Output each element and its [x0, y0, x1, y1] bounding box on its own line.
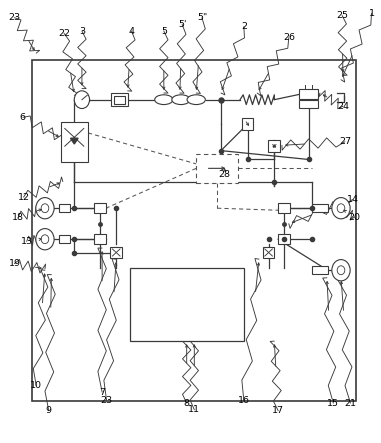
Text: 22: 22	[58, 29, 70, 38]
Bar	[312, 266, 328, 274]
Circle shape	[36, 229, 54, 250]
Text: 19: 19	[8, 259, 21, 268]
Text: 17: 17	[272, 406, 284, 415]
Circle shape	[74, 91, 90, 109]
Text: 28: 28	[219, 171, 231, 179]
Bar	[59, 204, 70, 212]
Circle shape	[332, 260, 350, 281]
Bar	[278, 234, 290, 244]
Text: 14: 14	[346, 195, 359, 204]
Text: 20: 20	[348, 213, 360, 222]
Circle shape	[41, 235, 49, 244]
Text: 23: 23	[101, 396, 113, 405]
Text: 15: 15	[327, 399, 339, 408]
Bar	[111, 93, 128, 106]
Text: 11: 11	[188, 405, 200, 414]
Bar	[263, 247, 274, 258]
Bar	[278, 203, 290, 213]
Text: 6: 6	[20, 113, 26, 122]
Text: 16: 16	[238, 396, 250, 405]
Bar	[312, 204, 328, 212]
Circle shape	[337, 204, 345, 213]
Text: 7: 7	[99, 388, 105, 396]
Text: 3: 3	[79, 27, 85, 35]
Bar	[110, 247, 122, 258]
Text: 2: 2	[241, 22, 247, 31]
Ellipse shape	[187, 95, 205, 105]
Ellipse shape	[155, 95, 173, 105]
Bar	[32, 60, 356, 401]
Text: 26: 26	[283, 33, 295, 42]
Bar	[299, 89, 318, 99]
Bar	[94, 203, 106, 213]
Circle shape	[337, 266, 345, 275]
Bar	[94, 234, 106, 244]
Text: 21: 21	[344, 399, 357, 408]
Bar	[196, 154, 238, 183]
Circle shape	[36, 198, 54, 219]
Text: 24: 24	[337, 102, 349, 111]
Bar	[268, 140, 280, 152]
Text: 5': 5'	[178, 20, 186, 29]
Text: 23: 23	[8, 13, 21, 22]
Bar	[130, 268, 244, 341]
Bar	[61, 122, 88, 162]
Text: 27: 27	[339, 137, 351, 146]
Bar	[299, 100, 318, 108]
Text: 5": 5"	[197, 13, 207, 22]
Bar	[114, 96, 125, 104]
Circle shape	[41, 204, 49, 213]
Text: 25: 25	[336, 11, 348, 20]
Text: 8: 8	[184, 399, 190, 408]
Text: 1: 1	[368, 9, 375, 18]
Text: 4: 4	[128, 27, 134, 35]
Bar	[59, 235, 70, 243]
Text: 9: 9	[46, 406, 52, 415]
Text: 12: 12	[18, 193, 30, 202]
Circle shape	[332, 198, 350, 219]
Bar	[242, 118, 253, 130]
Polygon shape	[70, 138, 78, 144]
Ellipse shape	[172, 95, 190, 105]
Text: 13: 13	[21, 237, 33, 246]
Text: 18: 18	[12, 213, 24, 222]
Text: 10: 10	[30, 381, 42, 390]
Text: 5: 5	[161, 27, 167, 35]
